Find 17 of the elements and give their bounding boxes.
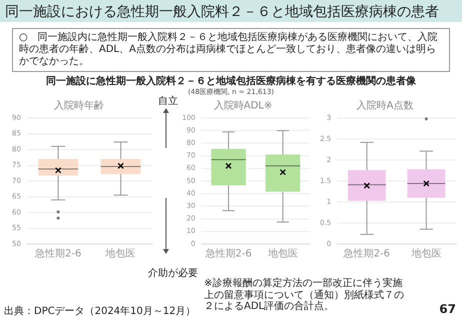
chart-title: 入院時A点数 — [356, 100, 414, 112]
x-tick-label: 地包医 — [410, 248, 442, 260]
x-tick-label: 急性期2-6 — [342, 248, 390, 260]
x-tick-label: 急性期2-6 — [204, 248, 252, 260]
x-tick-label: 地包医 — [104, 248, 136, 260]
text: 介助が必要 — [148, 266, 198, 280]
text: 67 — [439, 302, 456, 316]
chart-title: 入院時ADL※ — [214, 100, 272, 112]
x-tick-label: 地包医 — [266, 248, 298, 260]
text: ※診療報酬の算定方法の一部改正に伴う実施上の留意事項について（通知）別紙様式７の２によるADL評価の合計点。 — [204, 278, 404, 312]
text: ○ 同一施設内に急性期一般入院料２－６と地域包括医療病棟がある医療機関において、入院時の患者の年齢、ADL、A点数の分布は両病棟でほとんど一致しており、患者像の違いは明らかでなかった。 — [12, 28, 450, 72]
text: 自立 — [158, 94, 178, 108]
source-note: 出典：DPCデータ（2024年10月～12月） — [4, 304, 196, 318]
text: 同一施設における急性期一般入院料２－６と地域包括医療病棟の患者 — [5, 3, 439, 21]
x-tick-label: 急性期2-6 — [34, 248, 82, 260]
text: 同一施設に急性期一般入院料２－６と地域包括医療病棟を有する医療機関の患者像 — [45, 74, 417, 88]
chart-title: 入院時年齢 — [54, 100, 104, 112]
